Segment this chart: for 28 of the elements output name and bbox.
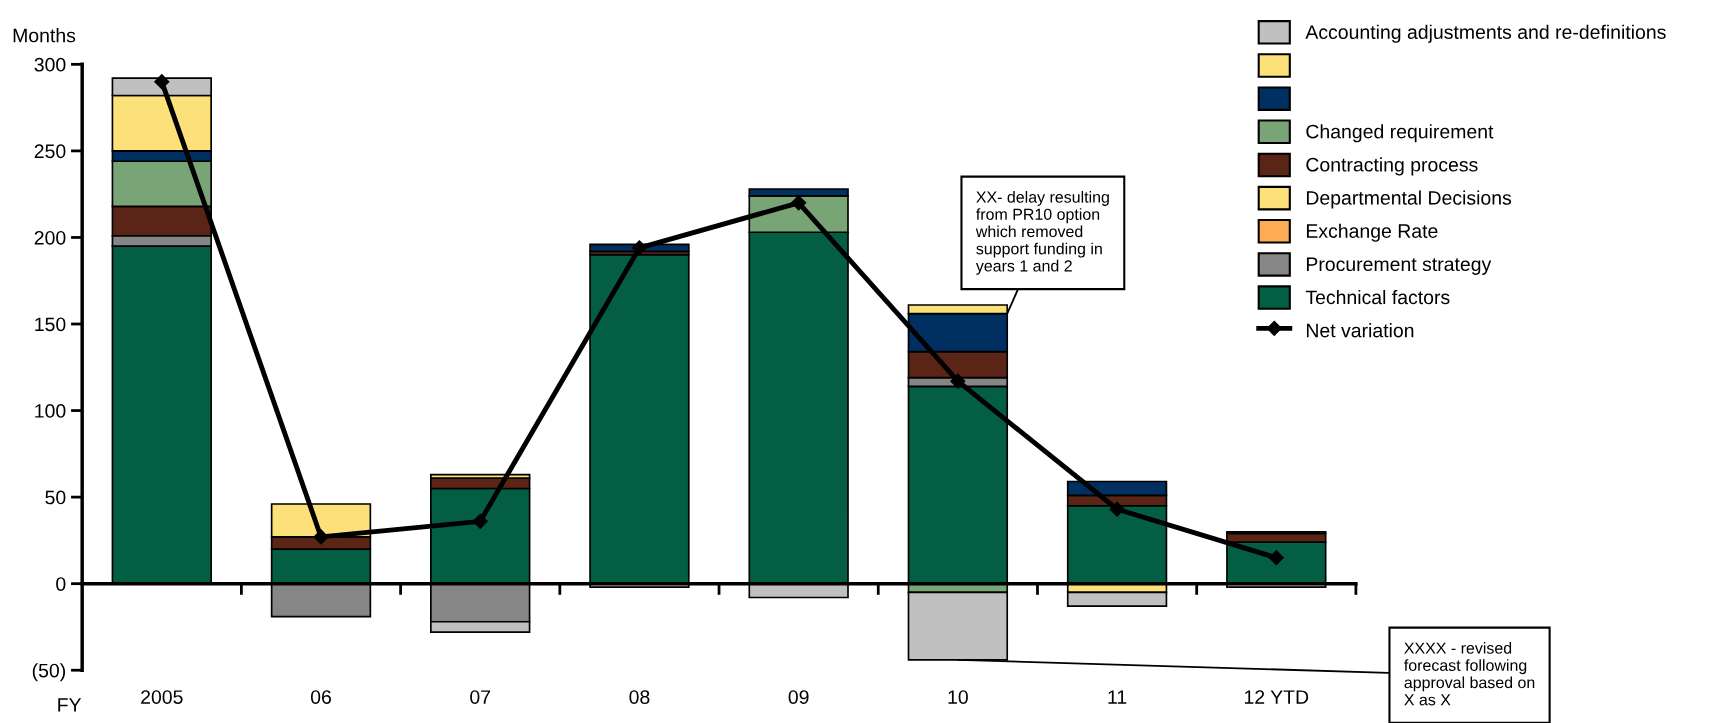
y-tick-label: 100 <box>35 404 66 418</box>
x-tick-label: 08 <box>629 690 650 704</box>
annotation: XX- delay resulting from PR10 option which removed support funding in years 1 and 2 <box>975 191 1109 275</box>
y-tick-label: (50) <box>32 663 65 682</box>
y-tick-label: 300 <box>34 57 66 72</box>
x-tick-label: 07 <box>470 690 491 704</box>
x-axis-title: FY <box>58 698 82 712</box>
legend-label: Changed requirement <box>1306 124 1494 143</box>
legend-label: Departmental Decisions <box>1306 190 1512 209</box>
legend-label: Exchange Rate <box>1306 223 1438 242</box>
legend-label: Contracting process <box>1306 157 1478 176</box>
annotation: XXXX - revised forecast following approval based on X as X <box>1404 642 1535 706</box>
y-tick-label: 50 <box>45 490 66 505</box>
x-tick-label: 11 <box>1108 690 1127 704</box>
x-tick-label: 06 <box>310 690 331 704</box>
x-tick-label: 10 <box>948 690 968 704</box>
y-tick-label: 0 <box>56 577 66 591</box>
x-tick-label: 09 <box>788 690 809 704</box>
y-tick-label: 250 <box>34 144 66 159</box>
legend-label: Procurement strategy <box>1306 257 1492 275</box>
legend-label: Technical factors <box>1305 289 1450 305</box>
y-tick-label: 150 <box>35 317 66 332</box>
legend-label: Accounting adjustments and re-definitions <box>1305 24 1666 43</box>
y-axis-title: Months <box>13 28 76 43</box>
legend-label: Net variation <box>1306 323 1414 338</box>
y-tick-label: 200 <box>34 230 66 245</box>
x-tick-label: 2005 <box>141 690 183 704</box>
x-tick-label: 12 YTD <box>1244 690 1309 704</box>
